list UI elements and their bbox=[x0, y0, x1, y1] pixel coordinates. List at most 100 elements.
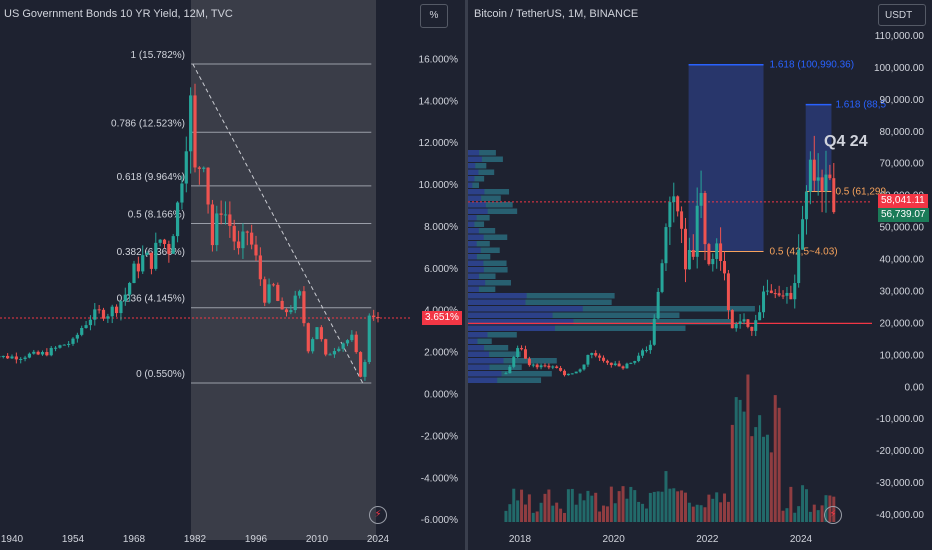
yield-candle bbox=[219, 213, 223, 215]
volume-profile-bar bbox=[468, 189, 485, 195]
yield-candle bbox=[162, 239, 167, 244]
volume-profile-bar bbox=[468, 215, 490, 221]
fib-shaded-region bbox=[191, 0, 376, 540]
q4-annotation: Q4 24 bbox=[824, 133, 868, 150]
volume-profile-bar bbox=[468, 325, 686, 331]
yield-candle bbox=[341, 343, 345, 349]
volume-bar bbox=[680, 490, 684, 522]
x-tick-label: 1982 bbox=[184, 534, 207, 545]
bitcoin-chart-pane[interactable]: 1.618 (100,990.36) 1.618 (88,5 0.5 (61,299… bbox=[468, 0, 932, 550]
yield-candle bbox=[180, 183, 184, 203]
yield-candle bbox=[289, 310, 293, 313]
lightning-icon[interactable]: ⚡ bbox=[824, 506, 842, 524]
yield-candle bbox=[158, 239, 162, 243]
btc-candle bbox=[539, 365, 543, 368]
volume-profile-bar bbox=[468, 208, 518, 214]
volume-profile-bar bbox=[468, 319, 732, 325]
volume-bar bbox=[797, 506, 801, 522]
volume-bar bbox=[605, 506, 609, 522]
btc-candle bbox=[668, 202, 672, 228]
btc-candle bbox=[730, 310, 734, 329]
btc-candle bbox=[547, 365, 551, 368]
volume-profile-bar bbox=[468, 247, 481, 253]
projection-label: 0.5 (61,299 bbox=[835, 187, 886, 198]
yield-candle bbox=[80, 327, 84, 335]
btc-candle bbox=[594, 353, 598, 356]
yield-candle bbox=[367, 315, 371, 363]
yield-chart-canvas[interactable]: 1 (15.782%) 0.786 (12.523%) 0.618 (9.964%)… bbox=[0, 0, 465, 550]
volume-bar bbox=[703, 507, 707, 522]
volume-profile-bar bbox=[468, 176, 485, 182]
btc-candle bbox=[820, 177, 824, 192]
btc-candle bbox=[598, 355, 602, 358]
volume-bar bbox=[633, 490, 637, 522]
usdt-unit-button[interactable]: USDT bbox=[878, 4, 926, 26]
btc-candle bbox=[664, 227, 668, 264]
volume-bar bbox=[683, 492, 687, 522]
yield-candle bbox=[241, 231, 245, 249]
volume-profile-bar bbox=[468, 150, 496, 156]
btc-candle bbox=[758, 312, 762, 321]
volume-bar bbox=[820, 505, 824, 522]
yield-candle bbox=[145, 252, 149, 256]
volume-profile-bar bbox=[468, 267, 484, 273]
volume-profile-bar bbox=[468, 280, 486, 286]
yield-candle bbox=[315, 327, 319, 340]
yield-chart-pane[interactable]: 1 (15.782%) 0.786 (12.523%) 0.618 (9.964%)… bbox=[0, 0, 465, 550]
yield-candle bbox=[215, 213, 219, 246]
percent-unit-button[interactable]: % bbox=[420, 4, 448, 28]
x-tick-label: 2024 bbox=[790, 534, 813, 545]
yield-candle bbox=[97, 309, 101, 311]
volume-bar bbox=[625, 498, 629, 522]
btc-candle bbox=[734, 323, 738, 329]
volume-profile-bar bbox=[468, 371, 552, 377]
volume-bar bbox=[715, 492, 719, 522]
volume-profile-bar bbox=[468, 273, 480, 279]
btc-candle bbox=[527, 358, 531, 366]
pane-divider[interactable] bbox=[465, 0, 468, 550]
yield-candle bbox=[119, 301, 123, 314]
btc-candle bbox=[535, 364, 539, 368]
volume-profile-bar bbox=[468, 312, 680, 318]
y-tick-label: 30,000.00 bbox=[880, 286, 925, 297]
volume-bar bbox=[602, 505, 606, 522]
volume-bar bbox=[676, 491, 680, 522]
fib-level-label: 0.618 (9.964%) bbox=[117, 172, 185, 183]
secondary-price-label: 56,739.07 bbox=[878, 208, 929, 223]
yield-candle bbox=[40, 352, 45, 355]
btc-candle bbox=[637, 355, 641, 362]
volume-bar bbox=[816, 510, 820, 522]
yield-candle bbox=[101, 309, 106, 319]
yield-candle bbox=[128, 282, 132, 295]
btc-candle bbox=[570, 373, 574, 375]
volume-bar bbox=[543, 493, 547, 522]
volume-profile-bar bbox=[468, 377, 542, 383]
y-tick-label: 90,000.00 bbox=[880, 95, 925, 106]
btc-candle bbox=[660, 263, 664, 292]
y-tick-label: 6.000% bbox=[424, 264, 458, 275]
btc-candle bbox=[516, 348, 520, 358]
yield-candle bbox=[36, 351, 40, 355]
y-tick-label: -10,000.00 bbox=[876, 414, 924, 425]
current-yield-label: 3.651% bbox=[422, 311, 462, 326]
btc-candle bbox=[777, 293, 781, 296]
btc-candle bbox=[789, 292, 793, 300]
volume-profile-bar bbox=[468, 377, 498, 383]
btc-candle bbox=[520, 348, 524, 350]
yield-candle bbox=[232, 225, 236, 242]
btc-candle bbox=[746, 319, 750, 327]
volume-bar bbox=[566, 489, 570, 522]
yield-candle bbox=[62, 344, 66, 346]
y-tick-label: 100,000.00 bbox=[874, 63, 924, 74]
btc-candle bbox=[551, 366, 555, 368]
volume-bar bbox=[750, 436, 754, 522]
bitcoin-chart-canvas[interactable]: 1.618 (100,990.36) 1.618 (88,5 0.5 (61,299… bbox=[468, 0, 932, 550]
y-tick-label: 0.00 bbox=[905, 382, 925, 393]
lightning-icon[interactable]: ⚡ bbox=[369, 506, 387, 524]
volume-bar bbox=[637, 501, 641, 522]
btc-candle bbox=[680, 211, 684, 229]
volume-bar bbox=[523, 504, 527, 522]
volume-bar bbox=[590, 495, 594, 522]
btc-candle bbox=[644, 350, 648, 352]
bitcoin-chart-title: Bitcoin / TetherUS, 1M, BINANCE bbox=[474, 8, 639, 20]
